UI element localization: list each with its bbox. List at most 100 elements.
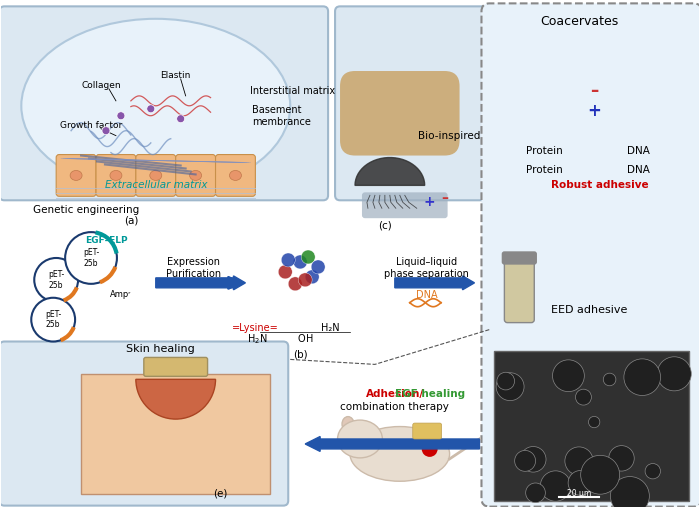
Circle shape — [603, 373, 616, 386]
Ellipse shape — [337, 420, 382, 458]
Text: (b): (b) — [293, 350, 307, 360]
Circle shape — [65, 232, 117, 284]
Ellipse shape — [70, 171, 82, 180]
Text: Protein: Protein — [526, 166, 563, 175]
FancyBboxPatch shape — [335, 7, 699, 200]
Circle shape — [526, 483, 545, 502]
Circle shape — [552, 360, 584, 392]
Circle shape — [288, 277, 302, 291]
FancyBboxPatch shape — [0, 341, 288, 505]
Text: Skin healing: Skin healing — [127, 344, 195, 355]
Text: EGF healing: EGF healing — [395, 389, 465, 399]
FancyArrow shape — [156, 276, 246, 290]
Text: –: – — [590, 82, 598, 100]
Circle shape — [117, 112, 125, 120]
Circle shape — [581, 455, 620, 494]
Text: combination therapy: combination therapy — [340, 402, 449, 412]
Circle shape — [606, 471, 617, 483]
Text: (a): (a) — [124, 215, 138, 225]
Text: H$_2$N          OH: H$_2$N OH — [247, 333, 314, 346]
Text: Bio-inspired: Bio-inspired — [419, 131, 481, 141]
Text: pET-
25b: pET- 25b — [83, 248, 99, 268]
FancyBboxPatch shape — [216, 154, 256, 196]
Circle shape — [34, 258, 78, 302]
Text: Robust adhesive: Robust adhesive — [551, 180, 649, 190]
Circle shape — [575, 389, 592, 405]
FancyBboxPatch shape — [362, 193, 447, 218]
Text: 20 μm: 20 μm — [567, 489, 592, 498]
Text: EED adhesive: EED adhesive — [551, 305, 627, 314]
Circle shape — [279, 265, 292, 279]
Ellipse shape — [21, 19, 290, 193]
Circle shape — [657, 357, 692, 391]
FancyBboxPatch shape — [0, 7, 328, 200]
Circle shape — [102, 126, 110, 135]
FancyBboxPatch shape — [505, 257, 534, 323]
Text: –: – — [441, 192, 448, 205]
Text: Extracellular matrix: Extracellular matrix — [104, 180, 207, 190]
FancyBboxPatch shape — [413, 423, 442, 439]
Ellipse shape — [110, 171, 122, 180]
Circle shape — [421, 441, 438, 457]
FancyBboxPatch shape — [482, 4, 700, 506]
Ellipse shape — [350, 427, 449, 481]
Circle shape — [589, 417, 600, 428]
Text: Expression
Purification: Expression Purification — [166, 257, 221, 279]
Wedge shape — [136, 379, 216, 419]
Text: (e): (e) — [214, 489, 228, 499]
Circle shape — [298, 273, 312, 287]
FancyArrow shape — [305, 436, 480, 452]
Text: Basement
membrance: Basement membrance — [253, 105, 312, 126]
Text: Growth factor: Growth factor — [60, 121, 122, 130]
Circle shape — [645, 463, 661, 479]
FancyBboxPatch shape — [144, 358, 208, 376]
FancyArrow shape — [395, 276, 475, 290]
Circle shape — [520, 447, 546, 472]
Circle shape — [568, 470, 593, 495]
Bar — [81, 374, 270, 494]
Ellipse shape — [190, 171, 202, 180]
Text: Ampʳ: Ampʳ — [110, 290, 132, 299]
Ellipse shape — [230, 171, 242, 180]
Circle shape — [624, 359, 661, 396]
Circle shape — [301, 250, 315, 264]
FancyBboxPatch shape — [340, 71, 460, 155]
Circle shape — [147, 105, 155, 113]
Text: +: + — [424, 195, 435, 209]
Text: DNA: DNA — [627, 166, 650, 175]
Text: (d): (d) — [662, 489, 676, 499]
Circle shape — [540, 471, 570, 501]
Text: Adhesion/: Adhesion/ — [366, 389, 424, 399]
Circle shape — [603, 471, 617, 486]
Circle shape — [610, 477, 650, 508]
Text: pET-
25b: pET- 25b — [48, 270, 64, 290]
Circle shape — [312, 260, 325, 274]
Text: EGF–ELP: EGF–ELP — [85, 236, 127, 244]
Circle shape — [609, 446, 634, 471]
Text: pET-
25b: pET- 25b — [45, 310, 62, 329]
Circle shape — [281, 253, 295, 267]
Text: Interstitial matrix: Interstitial matrix — [251, 86, 335, 96]
Text: (c): (c) — [378, 220, 392, 230]
Ellipse shape — [150, 171, 162, 180]
Text: Protein: Protein — [526, 146, 563, 155]
Text: Genetic engineering: Genetic engineering — [33, 205, 139, 215]
Circle shape — [32, 298, 75, 341]
Bar — [494, 352, 689, 501]
Text: +: + — [587, 102, 601, 120]
FancyBboxPatch shape — [176, 154, 216, 196]
Text: H₂N: H₂N — [321, 323, 340, 333]
Text: =Lysine=: =Lysine= — [232, 323, 279, 333]
Text: DNA: DNA — [416, 290, 438, 300]
FancyBboxPatch shape — [96, 154, 136, 196]
Circle shape — [497, 372, 514, 390]
Text: Collagen: Collagen — [81, 81, 121, 90]
FancyBboxPatch shape — [56, 154, 96, 196]
Text: Liquid–liquid
phase separation: Liquid–liquid phase separation — [384, 257, 469, 279]
Circle shape — [565, 447, 593, 475]
Text: DNA: DNA — [627, 146, 650, 155]
FancyBboxPatch shape — [136, 154, 176, 196]
Ellipse shape — [342, 417, 354, 431]
Text: Elastin: Elastin — [160, 72, 191, 80]
Circle shape — [514, 451, 536, 471]
